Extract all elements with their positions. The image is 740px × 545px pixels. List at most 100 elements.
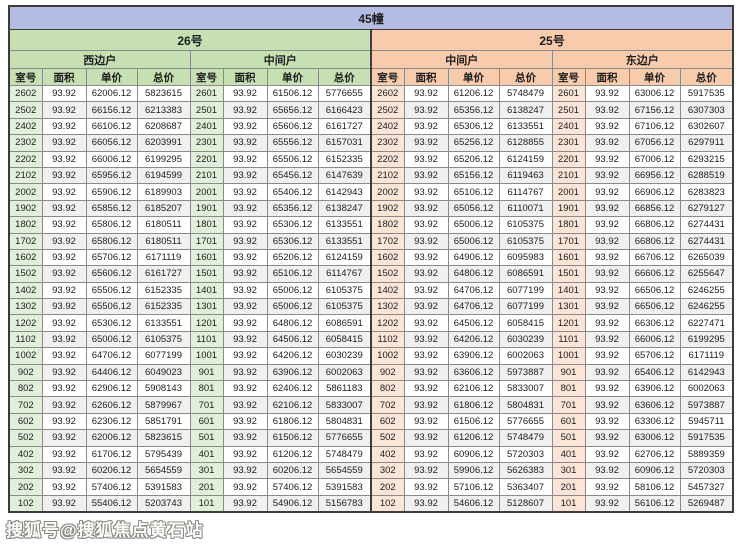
room-number-cell: 2101 xyxy=(189,166,224,185)
unit-price-cell: 65706.12 xyxy=(628,347,681,365)
room-number-cell: 801 xyxy=(189,380,224,398)
area-cell: 93.92 xyxy=(222,150,268,168)
unit-price-cell: 65006.12 xyxy=(266,281,319,300)
total-price-cell: 6077199 xyxy=(498,298,553,316)
room-number-cell: 2301 xyxy=(551,134,586,152)
room-number-cell: 1501 xyxy=(551,265,586,283)
area-cell: 93.92 xyxy=(403,347,449,365)
unit-price-cell: 62006.12 xyxy=(85,84,138,103)
unit-price-cell: 65806.12 xyxy=(85,232,138,250)
total-price-cell: 6288519 xyxy=(679,166,734,185)
unit-price-cell: 66106.12 xyxy=(85,117,138,136)
room-number-cell: 701 xyxy=(189,396,224,414)
unit-price-cell: 66806.12 xyxy=(628,232,681,250)
total-price-cell: 5973887 xyxy=(679,396,734,414)
total-price-cell: 6086591 xyxy=(498,265,553,283)
room-number-cell: 1101 xyxy=(189,330,224,349)
total-price-cell: 5363407 xyxy=(498,478,553,496)
total-price-cell: 6152335 xyxy=(136,281,191,300)
room-number-cell: 602 xyxy=(370,412,405,431)
area-cell: 93.92 xyxy=(222,314,268,332)
room-number-cell: 1601 xyxy=(189,248,224,267)
unit-price-cell: 66306.12 xyxy=(628,314,681,332)
room-number-cell: 102 xyxy=(8,494,43,513)
room-number-cell: 1002 xyxy=(370,347,405,365)
total-price-cell: 5269487 xyxy=(679,494,734,513)
unit-price-cell: 59906.12 xyxy=(447,461,500,480)
total-price-cell: 5833007 xyxy=(498,380,553,398)
total-price-cell: 6246255 xyxy=(679,281,734,300)
total-price-cell: 6128855 xyxy=(498,134,553,152)
area-cell: 93.92 xyxy=(41,183,87,201)
unit-price-cell: 64706.12 xyxy=(85,347,138,365)
total-price-cell: 6157031 xyxy=(317,134,372,152)
table-row: 202 93.92 57406.12 5391583 201 93.92 57406.12 5… xyxy=(8,478,734,496)
area-cell: 93.92 xyxy=(584,347,630,365)
room-number-cell: 1402 xyxy=(370,281,405,300)
room-number-cell: 301 xyxy=(189,461,224,480)
room-number-cell: 1202 xyxy=(8,314,43,332)
unit-price-cell: 54906.12 xyxy=(266,494,319,513)
col-header-total-price: 总价 xyxy=(679,68,734,86)
area-cell: 93.92 xyxy=(584,134,630,152)
total-price-cell: 6030239 xyxy=(498,330,553,349)
table-header: 45幢 26号 25号 西边户 中间户 中间户 东边户 室号 面积 单价 总价 … xyxy=(8,5,734,86)
area-cell: 93.92 xyxy=(222,380,268,398)
unit-price-cell: 65306.12 xyxy=(266,232,319,250)
table-row: 2302 93.92 66056.12 6203991 2301 93.92 65556.1… xyxy=(8,134,734,152)
total-price-cell: 5776655 xyxy=(498,412,553,431)
total-price-cell: 6302607 xyxy=(679,117,734,136)
room-number-cell: 602 xyxy=(8,412,43,431)
total-price-cell: 6105375 xyxy=(498,216,553,234)
table-row: 702 93.92 62606.12 5879967 701 93.92 62106.12 5… xyxy=(8,396,734,414)
unit-price-cell: 65256.12 xyxy=(447,134,500,152)
unit-price-cell: 65306.12 xyxy=(85,314,138,332)
room-number-cell: 2302 xyxy=(8,134,43,152)
unit-price-cell: 61806.12 xyxy=(266,412,319,431)
col-header-room: 室号 xyxy=(370,68,405,86)
room-number-cell: 2001 xyxy=(189,183,224,201)
unit-price-cell: 65806.12 xyxy=(85,216,138,234)
room-number-cell: 1702 xyxy=(8,232,43,250)
room-number-cell: 802 xyxy=(370,380,405,398)
area-cell: 93.92 xyxy=(403,134,449,152)
total-price-cell: 6077199 xyxy=(498,281,553,300)
unit-price-cell: 67006.12 xyxy=(628,150,681,168)
room-number-cell: 1401 xyxy=(551,281,586,300)
room-number-cell: 201 xyxy=(551,478,586,496)
area-cell: 93.92 xyxy=(403,166,449,185)
unit-price-cell: 62006.12 xyxy=(85,429,138,447)
unit-price-cell: 65406.12 xyxy=(628,363,681,382)
area-cell: 93.92 xyxy=(222,248,268,267)
area-cell: 93.92 xyxy=(584,461,630,480)
room-number-cell: 701 xyxy=(551,396,586,414)
room-number-cell: 1702 xyxy=(370,232,405,250)
total-price-cell: 6180511 xyxy=(136,232,191,250)
total-price-cell: 6246255 xyxy=(679,298,734,316)
unit-price-cell: 66956.12 xyxy=(628,166,681,185)
title-row: 45幢 xyxy=(8,5,734,30)
price-table: 45幢 26号 25号 西边户 中间户 中间户 东边户 室号 面积 单价 总价 … xyxy=(8,5,735,514)
area-cell: 93.92 xyxy=(584,199,630,218)
total-price-cell: 5457327 xyxy=(679,478,734,496)
unit-price-cell: 63006.12 xyxy=(628,429,681,447)
unit-price-cell: 62906.12 xyxy=(85,380,138,398)
total-price-cell: 6199295 xyxy=(679,330,734,349)
total-price-cell: 6142943 xyxy=(317,183,372,201)
unit-price-cell: 61206.12 xyxy=(266,445,319,463)
area-cell: 93.92 xyxy=(222,478,268,496)
total-price-cell: 6171119 xyxy=(136,248,191,267)
total-price-cell: 5128607 xyxy=(498,494,553,513)
total-price-cell: 5823615 xyxy=(136,84,191,103)
room-number-cell: 1001 xyxy=(189,347,224,365)
room-number-cell: 2501 xyxy=(189,101,224,119)
total-price-cell: 5776655 xyxy=(317,429,372,447)
room-number-cell: 1602 xyxy=(8,248,43,267)
unit-price-cell: 64206.12 xyxy=(447,330,500,349)
total-price-cell: 6002063 xyxy=(498,347,553,365)
room-number-cell: 501 xyxy=(189,429,224,447)
unit-price-cell: 63906.12 xyxy=(266,363,319,382)
total-price-cell: 5654559 xyxy=(317,461,372,480)
total-price-cell: 6274431 xyxy=(679,232,734,250)
area-cell: 93.92 xyxy=(584,248,630,267)
